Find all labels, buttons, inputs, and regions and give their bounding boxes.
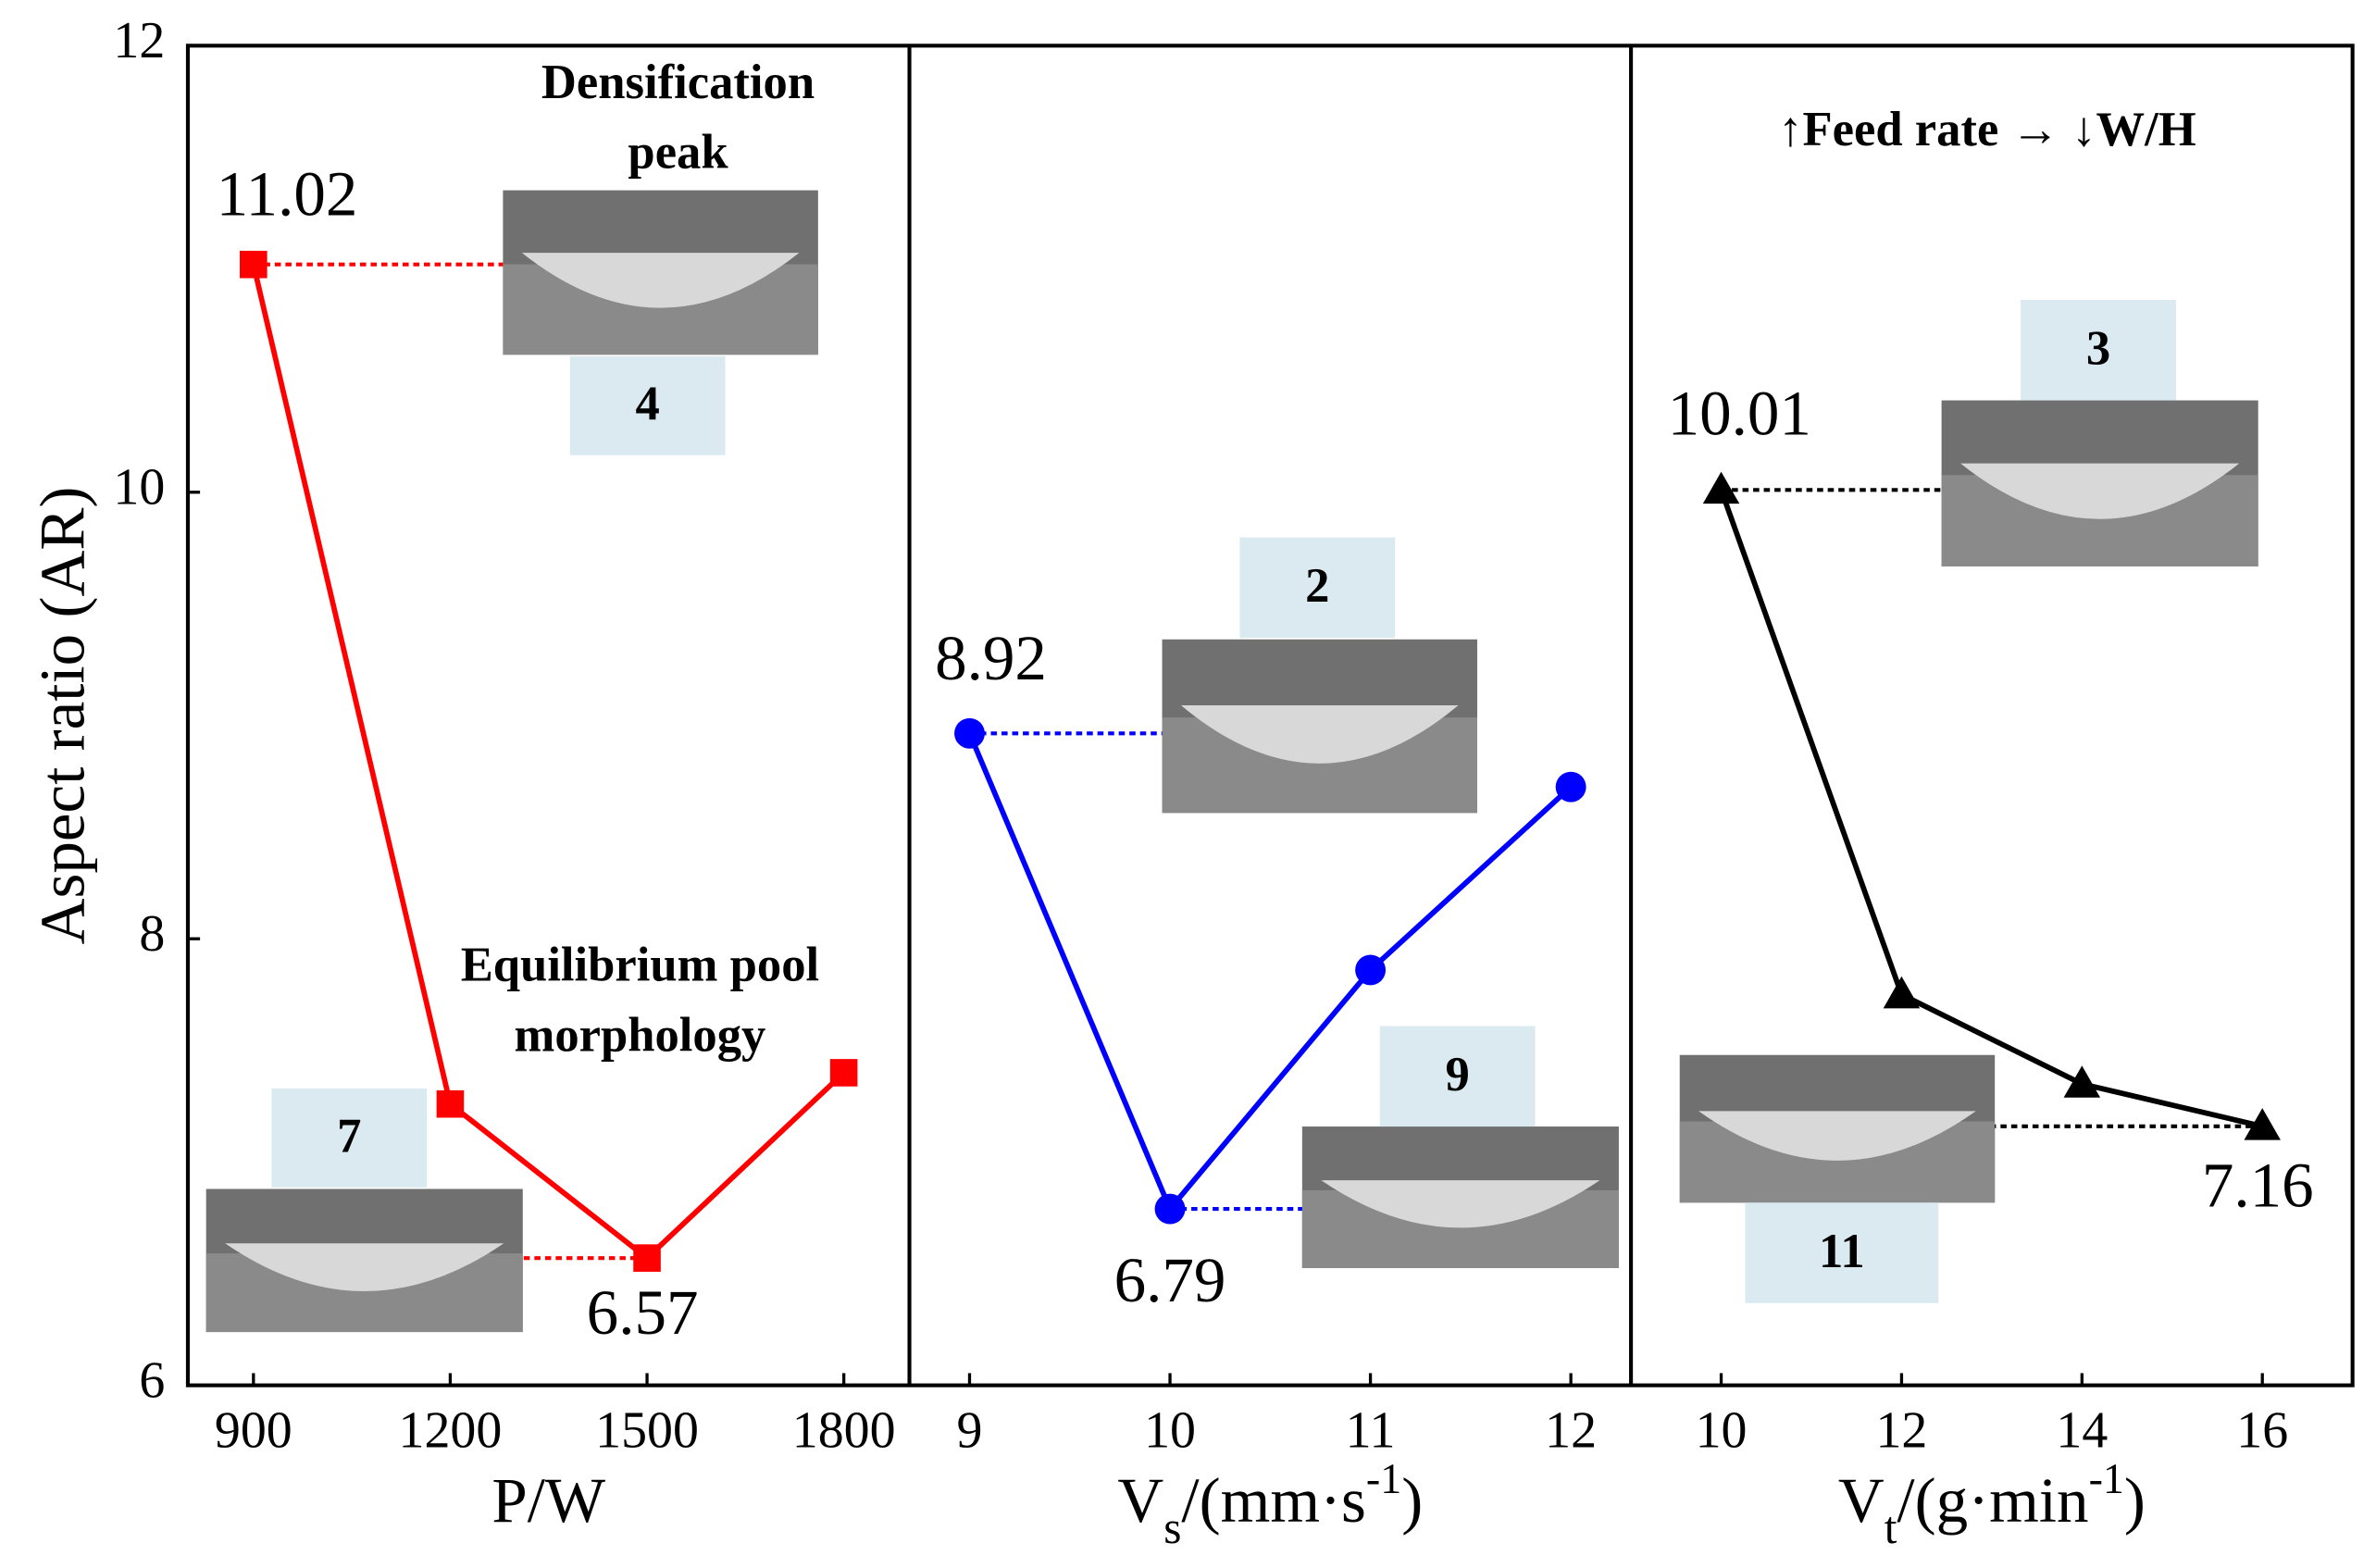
marker [633,1244,661,1272]
data-label: 6.57 [587,1276,699,1348]
x-axis-label-part: s [1163,1502,1181,1553]
x-tick-label: 1200 [399,1402,503,1460]
annotation: Equilibrium pool [461,939,819,992]
x-tick-label: 1500 [595,1402,699,1460]
data-label: 8.92 [935,622,1047,693]
x-tick-label: 900 [215,1402,292,1460]
annotation: morphology [515,1008,766,1062]
inset-label-box [569,355,726,455]
inset-label-box [1379,1026,1536,1127]
x-tick-label: 9 [957,1402,983,1460]
x-axis-label-part: t [1885,1502,1897,1553]
marker [240,250,267,279]
annotation: ↑Feed rate → ↓W/H [1778,103,2196,156]
inset-label: 3 [2086,322,2110,376]
inset-label-box [1745,1202,1939,1303]
inset-label-box [2021,299,2176,401]
series-line [966,732,1574,1214]
x-axis-label: Vt/(g·min-1) [1838,1455,2146,1553]
y-tick-label: 6 [139,1351,165,1409]
y-tick-label: 10 [113,459,165,516]
x-axis-label: Vs/(mm·s-1) [1117,1455,1423,1553]
x-axis-label-part: -1 [1366,1455,1401,1502]
x-axis-label-part: /(g·min [1897,1464,2088,1536]
inset-label: 11 [1819,1225,1865,1278]
inset-label-box [271,1088,428,1188]
melt-pool [521,253,800,308]
x-tick-label: 12 [1545,1402,1597,1460]
marker [1883,976,1921,1009]
data-label: 7.16 [2202,1149,2314,1220]
melt-pool [1180,705,1459,764]
x-tick-label: 16 [2236,1402,2288,1460]
inset-label: 4 [635,378,659,431]
x-tick-label: 12 [1875,1402,1927,1460]
marker [954,717,985,749]
x-axis-label-part: V [1117,1464,1163,1536]
y-tick-label: 8 [139,905,165,963]
x-tick-label: 1800 [792,1402,896,1460]
marker [2244,1108,2281,1140]
x-axis-label-part: V [1838,1464,1885,1536]
x-tick-label: 10 [1144,1402,1196,1460]
marker [436,1089,465,1118]
marker [829,1059,858,1087]
x-axis-label-part: ) [1401,1464,1423,1536]
data-label: 6.79 [1114,1244,1226,1315]
data-label: 10.01 [1668,378,1811,449]
series-line [1718,489,2263,1129]
melt-pool [225,1243,504,1292]
x-tick-label: 11 [1346,1402,1396,1460]
marker [1702,471,1740,504]
x-tick-label: 14 [2056,1402,2108,1460]
inset-label: 2 [1305,559,1329,613]
x-axis-label: P/W [491,1464,606,1536]
series-line [251,264,846,1262]
marker [1555,771,1586,803]
melt-pool [1698,1111,1976,1161]
y-tick-label: 12 [113,12,165,69]
marker [2063,1065,2101,1098]
melt-pool [1960,463,2240,519]
x-axis-label-part: -1 [2089,1455,2124,1502]
inset-label: 7 [337,1110,361,1164]
marker [1154,1193,1186,1225]
x-axis-label-part: ) [2124,1464,2146,1536]
x-axis-label-part: P/W [491,1464,606,1536]
inset-label: 9 [1445,1048,1469,1101]
x-axis-label-part: /(mm·s [1181,1464,1366,1536]
y-axis-label: Aspect ratio (AR) [27,487,98,945]
data-label: 11.02 [217,158,358,230]
melt-pool [1321,1180,1600,1228]
annotation: peak [628,125,728,179]
marker [1355,954,1387,986]
inset-label-box [1239,537,1396,639]
x-tick-label: 10 [1696,1402,1748,1460]
annotation: Densification [541,56,815,109]
plot-frame [185,44,2355,1388]
